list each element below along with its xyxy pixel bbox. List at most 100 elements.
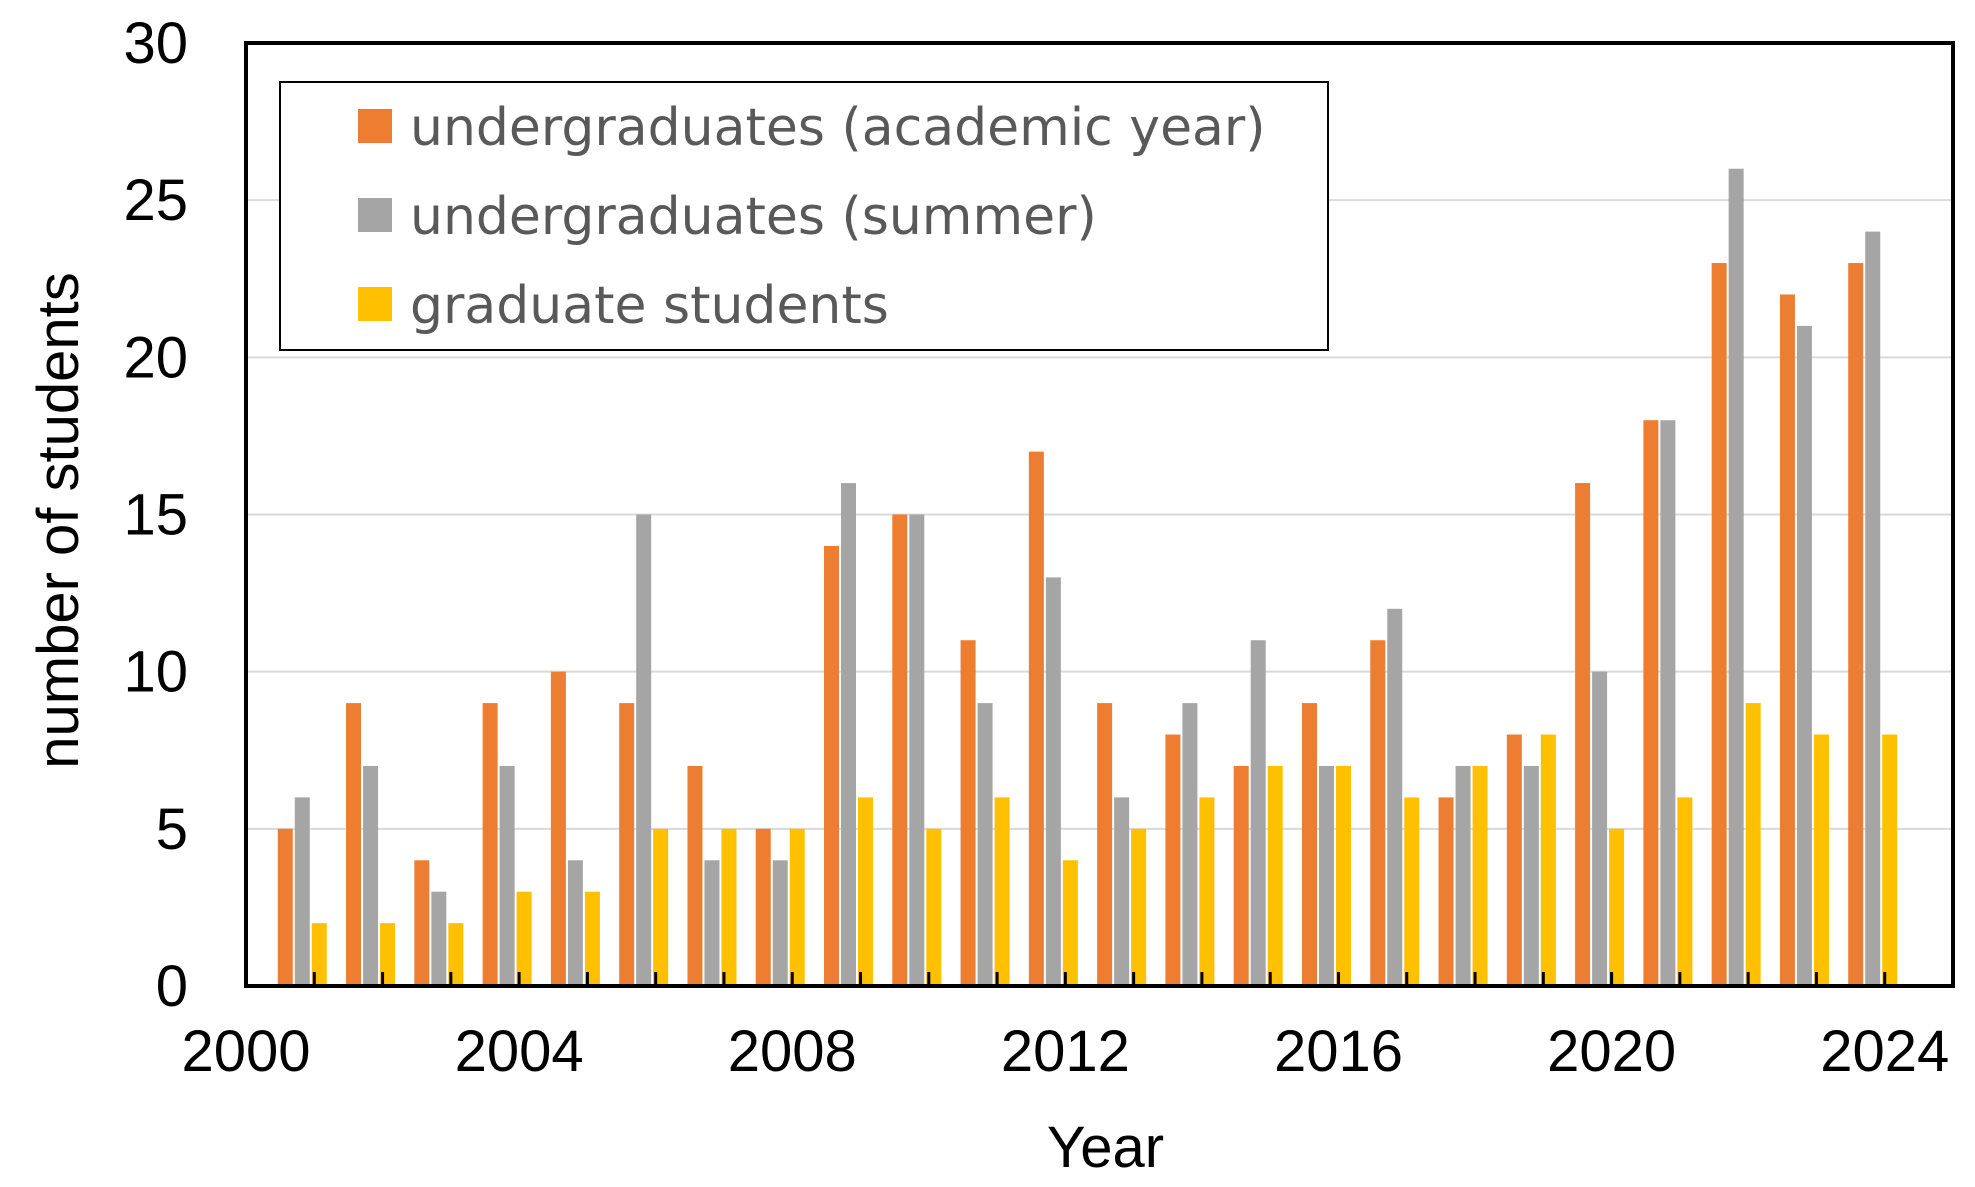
bar — [1250, 640, 1266, 986]
bar — [1233, 765, 1249, 986]
y-tick-label: 20 — [123, 325, 188, 390]
bar — [550, 671, 566, 986]
legend: undergraduates (academic year) undergradu… — [279, 81, 1329, 351]
bar — [1199, 797, 1215, 986]
bar — [1438, 797, 1454, 986]
bar — [653, 828, 669, 986]
legend-box — [279, 81, 1329, 351]
series-1 — [277, 263, 1864, 987]
bar — [1865, 231, 1881, 987]
bar — [1182, 703, 1198, 986]
bar — [687, 765, 703, 986]
bar — [431, 891, 447, 986]
x-tick-label: 2016 — [1274, 1019, 1403, 1084]
y-axis-tick-labels: 0 5 10 15 20 25 30 — [123, 11, 188, 1019]
bar — [482, 703, 498, 986]
series-3 — [311, 703, 1898, 986]
bar — [1045, 577, 1061, 986]
bar — [841, 483, 857, 986]
bar — [858, 797, 874, 986]
legend-entry: graduate students — [358, 276, 889, 336]
x-axis-ticks — [312, 972, 1887, 986]
bar — [619, 703, 635, 986]
bar — [1097, 703, 1113, 986]
bar — [1677, 797, 1693, 986]
bar — [1506, 734, 1522, 986]
y-tick-label: 10 — [123, 640, 188, 705]
bar — [448, 923, 464, 986]
bar — [926, 828, 942, 986]
x-tick-label: 2000 — [181, 1019, 310, 1084]
legend-entry: undergraduates (summer) — [358, 187, 1097, 247]
x-tick-label: 2024 — [1820, 1019, 1949, 1084]
legend-swatch — [358, 198, 392, 232]
bar — [1165, 734, 1181, 986]
bar — [380, 923, 396, 986]
bar — [346, 703, 362, 986]
bar — [1882, 734, 1898, 986]
bar — [636, 514, 652, 986]
bar — [1813, 734, 1829, 986]
bar — [1745, 703, 1761, 986]
bar — [824, 545, 840, 986]
bar — [892, 514, 908, 986]
legend-label: undergraduates (summer) — [410, 187, 1097, 247]
bar — [1848, 263, 1864, 986]
bar — [1318, 765, 1334, 986]
bar — [311, 923, 327, 986]
x-tick-label: 2012 — [1001, 1019, 1130, 1084]
bar — [1455, 765, 1471, 986]
bar — [1779, 294, 1795, 986]
y-tick-label: 5 — [156, 797, 188, 862]
bar — [1062, 860, 1078, 986]
bar — [516, 891, 532, 986]
x-tick-label: 2004 — [455, 1019, 584, 1084]
bar — [1609, 828, 1625, 986]
y-tick-label: 15 — [123, 483, 188, 548]
x-axis-title: Year — [1047, 1115, 1164, 1180]
bar — [1643, 420, 1659, 986]
legend-entry: undergraduates (academic year) — [358, 98, 1266, 158]
bar — [277, 828, 293, 986]
legend-label: undergraduates (academic year) — [410, 98, 1266, 158]
legend-swatch — [358, 287, 392, 321]
x-tick-label: 2020 — [1547, 1019, 1676, 1084]
bar — [1592, 671, 1608, 986]
bar — [584, 891, 600, 986]
bars — [277, 168, 1898, 987]
y-tick-label: 25 — [123, 168, 188, 233]
bar — [1301, 703, 1317, 986]
series-2 — [294, 168, 1881, 987]
bar — [1267, 765, 1283, 986]
bar — [294, 797, 310, 986]
bar — [567, 860, 583, 986]
bar — [414, 860, 430, 986]
legend-swatch — [358, 109, 392, 143]
bar — [960, 640, 976, 986]
x-tick-label: 2008 — [728, 1019, 857, 1084]
bar — [1523, 765, 1539, 986]
bar — [1028, 451, 1044, 987]
bar — [721, 828, 737, 986]
bar — [1728, 168, 1744, 986]
y-tick-label: 0 — [156, 954, 188, 1019]
bar — [772, 860, 788, 986]
bar — [1335, 765, 1351, 986]
bar — [755, 828, 771, 986]
bar — [363, 765, 379, 986]
bar — [1472, 765, 1488, 986]
bar — [1540, 734, 1556, 986]
x-axis-tick-labels: 2000 2004 2008 2012 2016 2020 2024 — [181, 1019, 1949, 1084]
legend-label: graduate students — [410, 276, 889, 336]
bar — [994, 797, 1010, 986]
bar — [1575, 483, 1591, 986]
bar — [1404, 797, 1420, 986]
bar — [1387, 608, 1403, 986]
bar — [1370, 640, 1386, 986]
bar — [1131, 828, 1147, 986]
y-tick-label: 30 — [123, 11, 188, 76]
y-axis-title: number of students — [26, 272, 91, 769]
bar — [977, 703, 993, 986]
bar — [704, 860, 720, 986]
